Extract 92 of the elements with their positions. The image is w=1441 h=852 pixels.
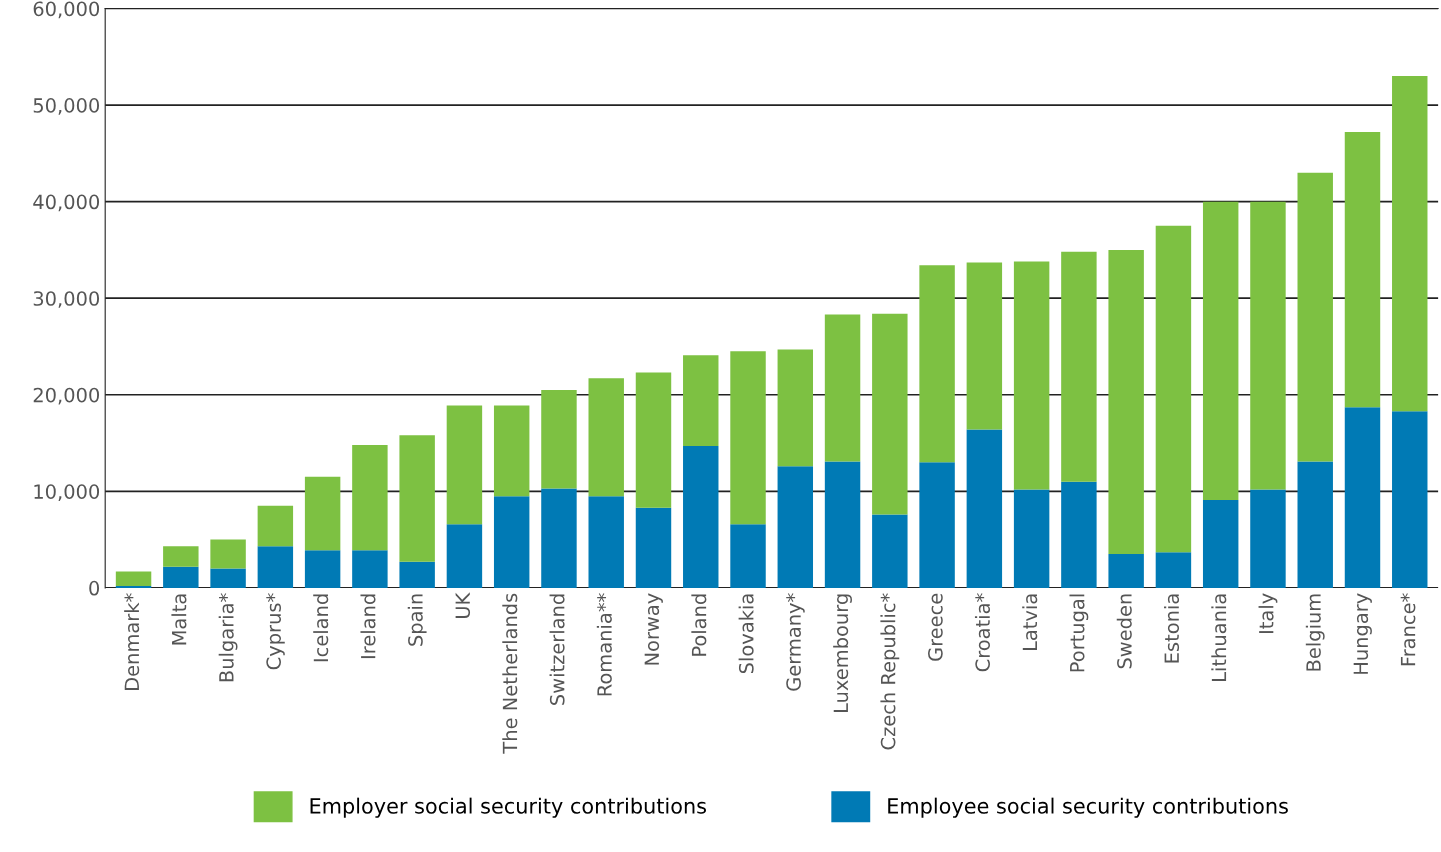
x-tick-label: Lithuania <box>1211 594 1227 681</box>
bar <box>399 435 435 562</box>
bar <box>1061 251 1097 482</box>
bar <box>352 444 388 551</box>
bar <box>1297 172 1333 462</box>
x-tick-label: Portugal <box>1069 594 1089 672</box>
x-tick-label: Luxembourg <box>833 594 852 713</box>
x-tick-label: Iceland <box>313 594 329 662</box>
x-tick-label: Belgium <box>1305 594 1325 671</box>
bar <box>588 378 624 497</box>
x-tick-label: Slovakia <box>738 594 754 674</box>
bar <box>541 488 577 588</box>
bar <box>541 389 577 489</box>
bar <box>1202 500 1239 588</box>
bar <box>257 546 294 588</box>
y-tick-label: 30,000 <box>33 291 100 308</box>
bar <box>730 351 766 525</box>
bar <box>872 514 908 588</box>
bar <box>824 461 861 588</box>
bar <box>635 372 672 508</box>
x-tick-label: The Netherlands <box>502 593 518 754</box>
bar <box>1013 489 1050 588</box>
bar <box>115 571 152 586</box>
bar <box>1108 554 1144 588</box>
legend-label: Employer social security contributions <box>310 797 707 818</box>
x-tick-label: UK <box>455 592 471 619</box>
bar <box>1344 407 1381 588</box>
bar <box>210 539 246 569</box>
x-tick-label: Croatia* <box>974 593 990 672</box>
bar <box>872 313 908 515</box>
bar <box>919 265 955 463</box>
bar <box>304 550 341 588</box>
bar <box>1155 552 1192 588</box>
bar <box>352 550 388 588</box>
x-tick-label: Poland <box>691 594 707 656</box>
x-tick-label: Romania** <box>596 593 612 696</box>
bar <box>1392 76 1428 412</box>
y-tick-label: 40,000 <box>33 194 100 212</box>
bar <box>919 462 955 588</box>
x-tick-label: Bulgaria* <box>218 593 238 682</box>
x-tick-label: Ireland <box>360 594 376 659</box>
y-tick-label: 60,000 <box>33 1 100 19</box>
x-tick-label: Greece <box>928 593 943 661</box>
bar <box>1392 411 1428 588</box>
bar <box>777 466 814 588</box>
bar <box>635 507 672 588</box>
x-tick-label: Cyprus* <box>266 593 285 670</box>
bar <box>1155 225 1192 553</box>
legend-label: Employee social security contributions <box>888 797 1288 818</box>
x-tick-label: Italy <box>1258 593 1278 634</box>
bar <box>966 429 1003 588</box>
bar <box>588 496 624 588</box>
bar <box>1108 249 1144 555</box>
bar <box>304 476 341 551</box>
x-tick-label: Norway <box>644 593 663 665</box>
bar <box>1250 201 1286 490</box>
bar <box>163 546 199 567</box>
bar <box>1344 132 1381 408</box>
x-tick-label: Latvia <box>1022 594 1038 651</box>
bar <box>730 524 766 588</box>
y-tick-label: 0 <box>89 580 100 596</box>
x-tick-label: Czech Republic* <box>880 593 900 750</box>
bar <box>683 445 719 588</box>
bar <box>1202 201 1239 501</box>
bar <box>824 314 861 462</box>
x-tick-label: Switzerland <box>549 594 565 705</box>
bar <box>210 568 246 588</box>
bar <box>257 505 294 547</box>
bar <box>163 566 199 588</box>
x-tick-label: Denmark* <box>124 593 140 690</box>
y-tick-label: 10,000 <box>34 484 100 501</box>
x-tick-label: France* <box>1400 593 1416 666</box>
y-tick-label: 50,000 <box>33 98 100 115</box>
bar <box>1013 261 1050 490</box>
x-tick-label: Hungary <box>1353 593 1372 674</box>
bar <box>493 496 530 588</box>
bar <box>966 262 1003 430</box>
bar <box>683 355 719 446</box>
bar <box>446 405 483 525</box>
bar <box>493 405 530 497</box>
bar <box>1061 481 1097 588</box>
x-tick-label: Estonia <box>1164 594 1180 663</box>
y-tick-label: 20,000 <box>33 387 100 405</box>
bar <box>1297 461 1333 588</box>
x-tick-label: Sweden <box>1116 594 1132 669</box>
bar <box>777 349 814 467</box>
x-tick-label: Germany* <box>786 593 805 691</box>
bar <box>399 561 435 588</box>
bar <box>1250 489 1286 588</box>
x-tick-label: Spain <box>407 594 427 646</box>
bar <box>446 524 483 588</box>
x-tick-label: Malta <box>171 594 187 645</box>
